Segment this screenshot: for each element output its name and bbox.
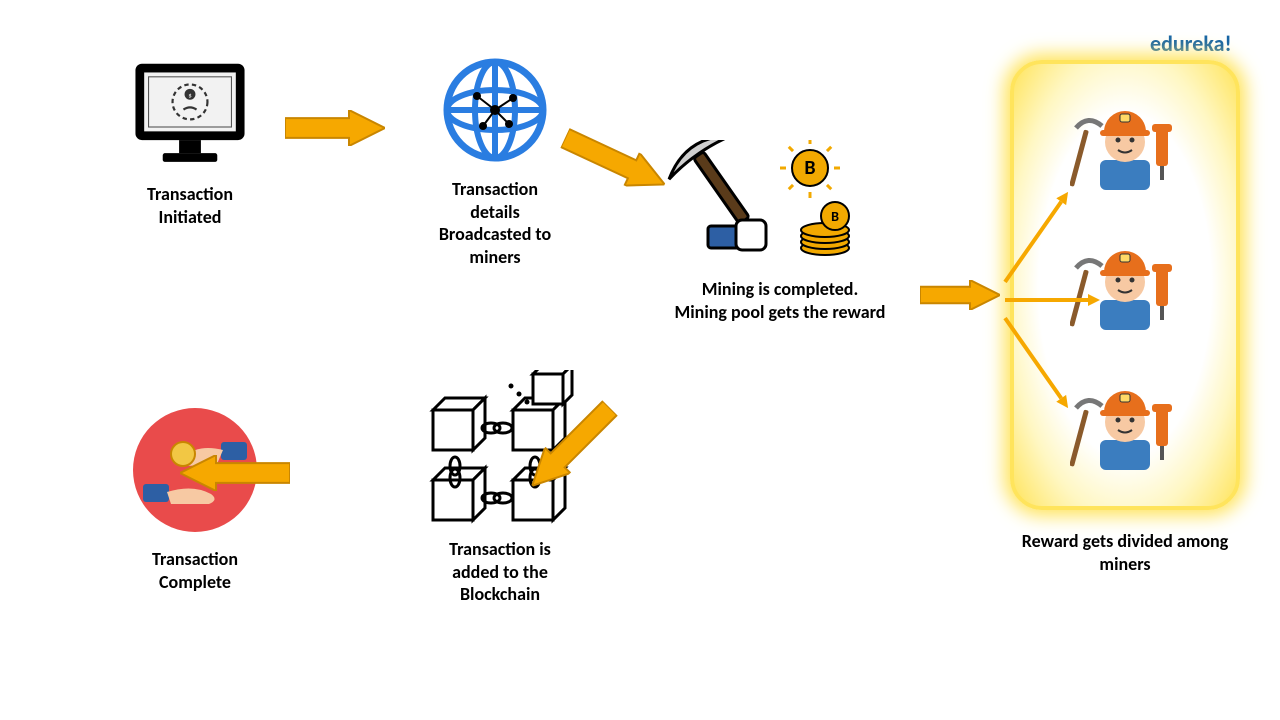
miner-2 — [1070, 230, 1180, 340]
mining-icon: B B — [650, 140, 910, 270]
svg-text:B: B — [804, 156, 815, 180]
miner-3 — [1070, 370, 1180, 480]
brand-logo: edureka! — [1150, 30, 1232, 57]
miners-box-label: Reward gets divided among miners — [1000, 530, 1250, 575]
svg-text:B: B — [831, 208, 839, 225]
node-mining: B B Mining is completed. Mining pool get… — [650, 140, 910, 323]
initiate-label: Transaction Initiated — [105, 183, 275, 228]
blockchain-label: Transaction is added to the Blockchain — [400, 538, 600, 606]
a_init_to_broadcast — [285, 110, 385, 146]
broadcast-label: Transaction details Broadcasted to miner… — [395, 178, 595, 268]
node-complete: Transaction Complete — [110, 400, 280, 593]
a_blockchain_to_complete — [180, 455, 290, 491]
node-blockchain: Transaction is added to the Blockchain — [400, 370, 600, 606]
svg-text:$: $ — [188, 92, 191, 100]
mining-label: Mining is completed. Mining pool gets th… — [650, 278, 910, 323]
node-initiate: $ Transaction Initiated — [105, 55, 275, 228]
a_box_to_miner2 — [1005, 293, 1100, 307]
miner-1 — [1070, 90, 1180, 200]
diagram-canvas: edureka! $ Transaction Initiated Transac… — [0, 0, 1280, 720]
initiate-icon: $ — [105, 55, 275, 175]
a_mining_to_box — [920, 280, 1000, 310]
complete-label: Transaction Complete — [110, 548, 280, 593]
node-broadcast: Transaction details Broadcasted to miner… — [395, 50, 595, 268]
